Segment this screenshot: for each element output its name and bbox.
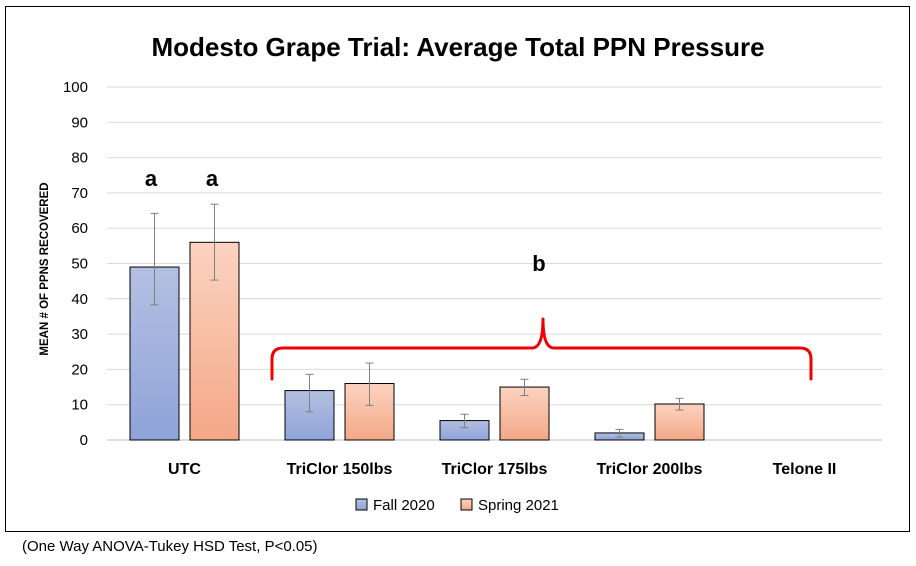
annotation-a-spring: a (206, 166, 219, 191)
error-bar (210, 203, 219, 281)
error-bar (675, 397, 684, 411)
error-bar (520, 378, 529, 397)
bar-spring-2021 (654, 403, 705, 441)
legend: Fall 2020 Spring 2021 (355, 497, 559, 514)
footnote: (One Way ANOVA-Tukey HSD Test, P<0.05) (22, 538, 318, 555)
y-tick-label: 80 (71, 150, 88, 167)
y-axis-label: MEAN # OF PPNS RECOVERED (39, 182, 51, 355)
significance-bracket (270, 317, 813, 381)
legend-swatch (460, 498, 473, 511)
legend-item: Spring 2021 (460, 497, 559, 514)
y-tick-label: 50 (71, 256, 88, 273)
legend-label: Spring 2021 (478, 497, 559, 514)
annotation-b: b (532, 251, 545, 276)
y-tick-label: 30 (71, 326, 88, 343)
legend-item: Fall 2020 (355, 497, 435, 514)
x-tick-label: UTC (168, 461, 201, 478)
y-tick-label: 10 (71, 397, 88, 414)
error-bar (150, 212, 159, 306)
y-tick-label: 100 (63, 79, 88, 96)
bar-chart: Modesto Grape Trial: Average Total PPN P… (39, 32, 882, 514)
error-bar (305, 373, 314, 413)
x-tick-label: TriClor 175lbs (442, 461, 548, 478)
y-tick-label: 60 (71, 220, 88, 237)
legend-swatch (355, 498, 368, 511)
chart-title: Modesto Grape Trial: Average Total PPN P… (151, 32, 764, 62)
y-tick-label: 90 (71, 114, 88, 131)
x-tick-label: Telone II (773, 461, 837, 478)
error-bar (615, 428, 624, 438)
annotation-a-fall: a (145, 166, 158, 191)
y-tick-label: 40 (71, 291, 88, 308)
y-tick-labels: 0 10 20 30 40 50 60 70 80 90 100 (63, 79, 88, 449)
y-tick-label: 70 (71, 185, 88, 202)
y-tick-label: 20 (71, 361, 88, 378)
x-tick-label: TriClor 150lbs (287, 461, 393, 478)
annotations: a a b (145, 166, 813, 381)
error-bar (460, 413, 469, 429)
chart-frame: Modesto Grape Trial: Average Total PPN P… (5, 6, 910, 532)
y-tick-label: 0 (80, 432, 88, 449)
x-tick-labels: UTC TriClor 150lbs TriClor 175lbs TriClor 2… (168, 461, 836, 478)
bars (129, 241, 705, 441)
legend-label: Fall 2020 (373, 497, 435, 514)
error-bars (150, 203, 684, 438)
error-bar (365, 362, 374, 406)
x-tick-label: TriClor 200lbs (597, 461, 703, 478)
